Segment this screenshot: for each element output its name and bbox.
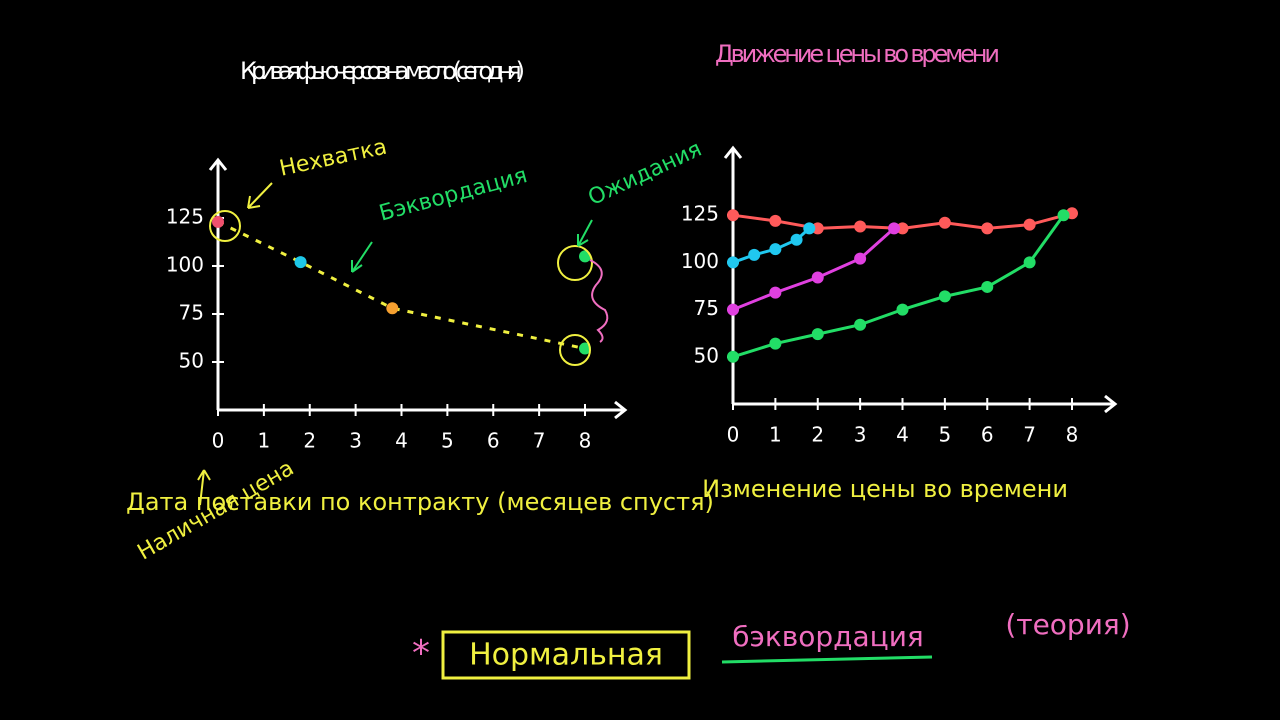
data-point bbox=[769, 286, 782, 299]
x-tick-label: 3 bbox=[854, 423, 867, 447]
data-point bbox=[1023, 256, 1036, 269]
highlight-circle bbox=[557, 245, 593, 281]
y-tick-label: 125 bbox=[681, 202, 719, 226]
x-tick-label: 2 bbox=[303, 429, 316, 453]
annotation: Нехватка bbox=[277, 135, 389, 182]
axis-arrow bbox=[723, 145, 743, 159]
x-axis-label: Изменение цены во времени bbox=[702, 475, 1068, 503]
data-point bbox=[938, 216, 951, 229]
data-point bbox=[1057, 209, 1070, 222]
pointer-arrow bbox=[197, 469, 211, 506]
axis-arrow bbox=[1104, 394, 1118, 414]
data-point bbox=[727, 303, 739, 316]
underline bbox=[721, 655, 933, 664]
x-tick-label: 8 bbox=[579, 429, 592, 453]
x-tick-label: 7 bbox=[533, 429, 546, 453]
data-point bbox=[769, 337, 782, 350]
data-point bbox=[386, 302, 399, 315]
x-tick-label: 0 bbox=[727, 423, 740, 447]
x-tick-label: 1 bbox=[258, 429, 271, 453]
data-point bbox=[888, 222, 901, 235]
data-point bbox=[811, 222, 824, 235]
x-tick-label: 6 bbox=[981, 423, 994, 447]
wiggle bbox=[589, 259, 609, 343]
pointer-arrow bbox=[577, 219, 593, 247]
axis-arrow bbox=[208, 157, 228, 171]
data-point bbox=[748, 248, 761, 261]
data-point bbox=[854, 318, 867, 331]
data-point bbox=[294, 256, 307, 269]
x-tick-label: 0 bbox=[212, 429, 225, 453]
highlight-circle bbox=[559, 334, 591, 366]
series-line bbox=[217, 220, 586, 351]
annotation: Ожидания bbox=[585, 137, 706, 211]
data-point bbox=[727, 350, 739, 363]
data-point bbox=[854, 252, 867, 265]
data-point bbox=[981, 280, 994, 293]
x-tick-label: 8 bbox=[1066, 423, 1079, 447]
highlight-circle bbox=[209, 210, 241, 242]
y-tick-label: 50 bbox=[179, 349, 204, 373]
y-tick-label: 50 bbox=[694, 343, 719, 367]
data-point bbox=[811, 328, 824, 341]
data-point bbox=[981, 222, 994, 235]
y-tick-label: 75 bbox=[694, 296, 719, 320]
footer-marker: * bbox=[412, 633, 430, 674]
series-line bbox=[732, 227, 896, 311]
data-point bbox=[769, 214, 782, 227]
data-point bbox=[790, 233, 803, 246]
footer-theory: (теория) bbox=[1005, 608, 1130, 641]
x-tick-label: 3 bbox=[349, 429, 362, 453]
data-point bbox=[769, 243, 782, 256]
x-tick-label: 7 bbox=[1023, 423, 1036, 447]
data-point bbox=[896, 222, 909, 235]
data-point bbox=[727, 209, 739, 222]
pointer-arrow bbox=[351, 241, 373, 273]
x-tick-label: 6 bbox=[487, 429, 500, 453]
data-point bbox=[727, 256, 739, 269]
x-tick-label: 2 bbox=[811, 423, 824, 447]
x-tick-label: 4 bbox=[395, 429, 408, 453]
x-axis-label: Дата поставки по контракту (месяцев спус… bbox=[126, 488, 714, 516]
chart-title: Движение цены во времени bbox=[715, 40, 1000, 68]
data-point bbox=[811, 271, 824, 284]
y-tick-label: 125 bbox=[166, 205, 204, 229]
y-tick-label: 75 bbox=[179, 301, 204, 325]
data-point bbox=[1023, 218, 1036, 231]
annotation: Бэквордация bbox=[377, 163, 530, 227]
data-point bbox=[896, 303, 909, 316]
data-point bbox=[938, 290, 951, 303]
highlight-box bbox=[441, 630, 691, 680]
axis-arrow bbox=[614, 400, 628, 420]
footer-backwardation: бэквордация bbox=[732, 620, 924, 653]
data-point bbox=[803, 222, 816, 235]
y-tick-label: 100 bbox=[681, 249, 719, 273]
x-tick-label: 1 bbox=[769, 423, 782, 447]
x-tick-label: 5 bbox=[939, 423, 952, 447]
x-tick-label: 5 bbox=[441, 429, 454, 453]
footer-normal: Нормальная bbox=[469, 638, 663, 673]
data-point bbox=[854, 220, 867, 233]
x-tick-label: 4 bbox=[896, 423, 909, 447]
y-tick-label: 100 bbox=[166, 253, 204, 277]
data-point bbox=[579, 342, 591, 355]
series-line bbox=[732, 214, 1065, 359]
data-point bbox=[212, 215, 224, 228]
chart-title: Кривая фьючерсов на масло (сегодня) bbox=[240, 57, 525, 85]
pointer-arrow bbox=[247, 182, 273, 209]
